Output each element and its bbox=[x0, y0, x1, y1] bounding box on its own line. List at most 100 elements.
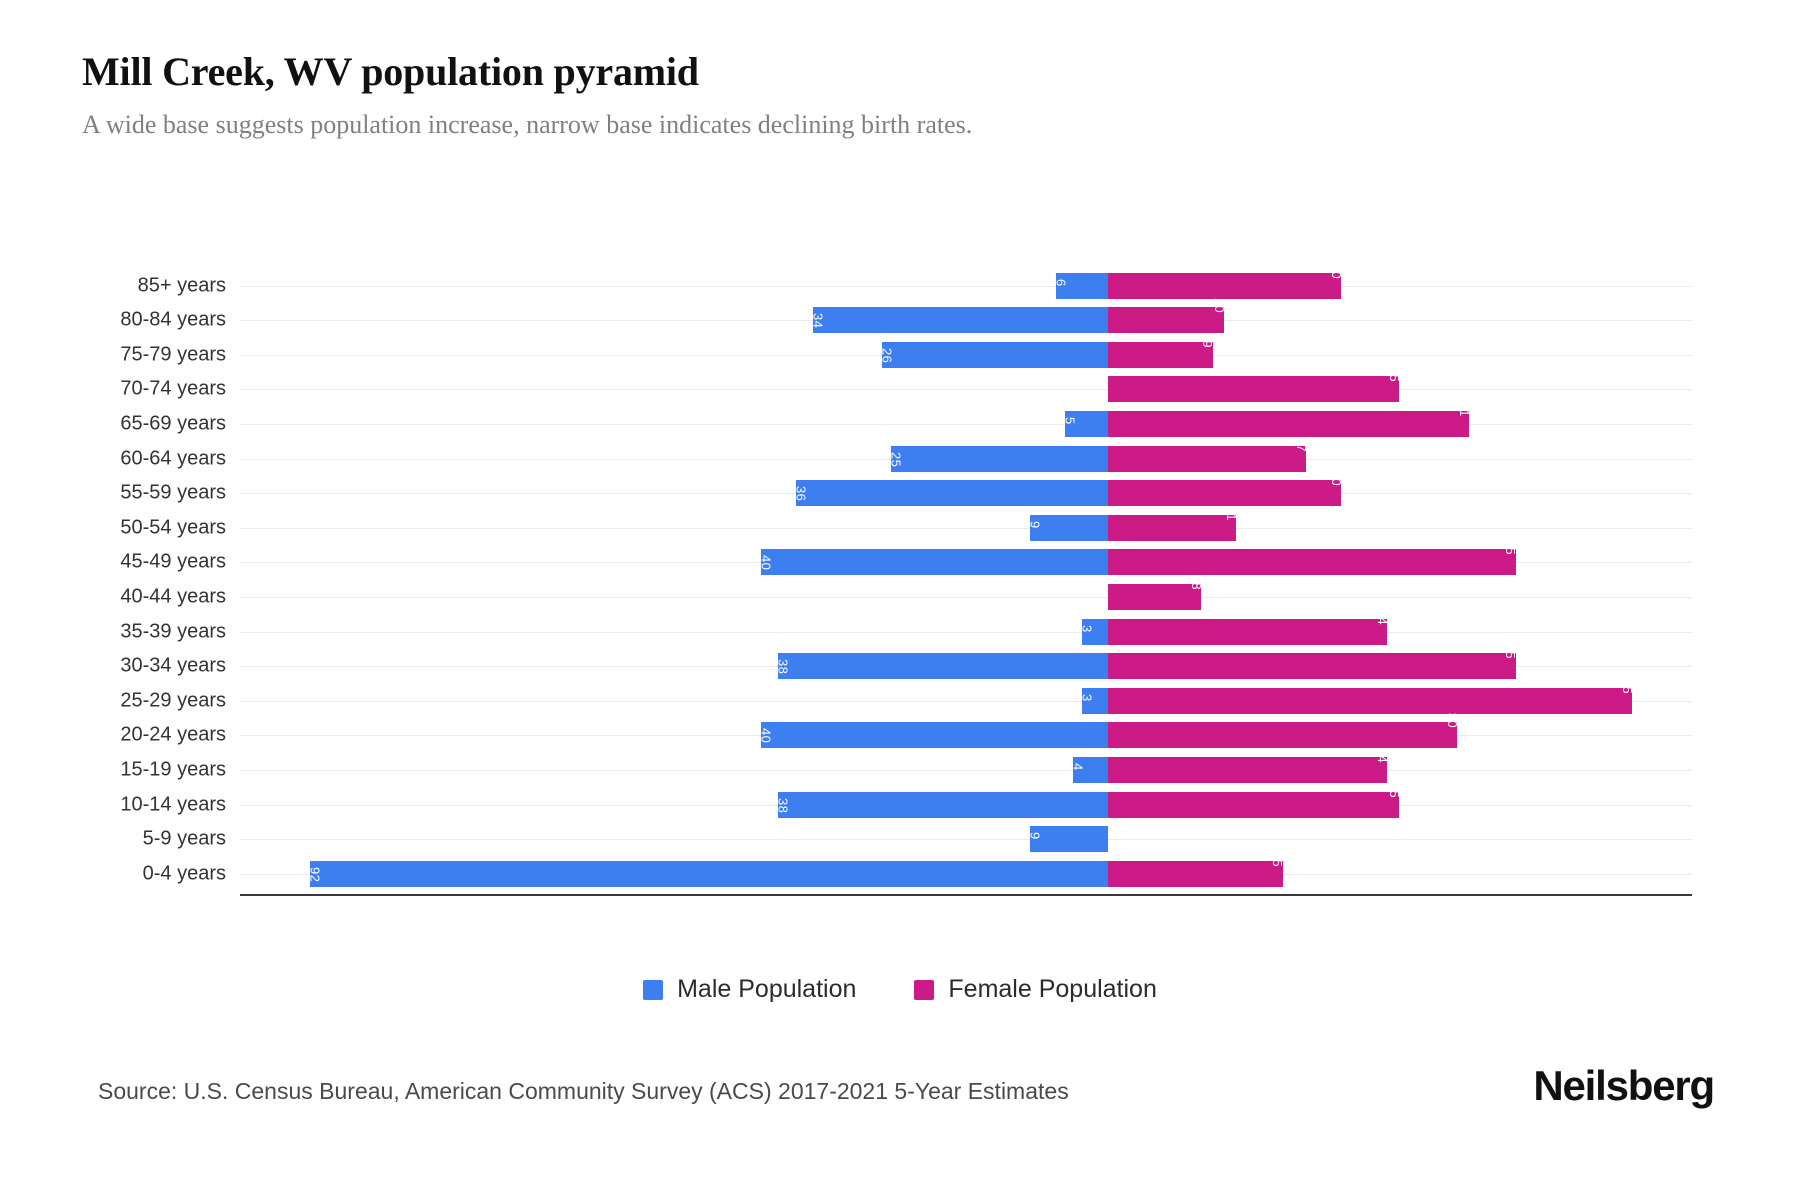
bar-female[interactable]: 31 bbox=[1108, 402, 1471, 437]
population-pyramid-chart: 85+ years 6 20 80-84 years 34 10 75-79 years 26… bbox=[82, 263, 1732, 918]
gridline bbox=[240, 285, 1692, 287]
x-axis-baseline bbox=[240, 894, 1692, 896]
bar-male[interactable]: 92 bbox=[307, 860, 1108, 887]
bar-male[interactable]: 6 bbox=[1053, 272, 1108, 299]
pyramid-row: 55-59 years 36 20 bbox=[120, 471, 1692, 511]
plot-area: 85+ years 6 20 80-84 years 34 10 75-79 years 26… bbox=[120, 263, 1692, 896]
chart-header: Mill Creek, WV population pyramid A wide… bbox=[82, 48, 1732, 142]
page-title: Mill Creek, WV population pyramid bbox=[82, 49, 699, 94]
y-axis-tick-label: 0-4 years bbox=[142, 862, 226, 885]
bar-value-female: 35 bbox=[1503, 540, 1519, 556]
y-axis-tick-label: 50-54 years bbox=[120, 516, 226, 539]
gridline bbox=[240, 839, 1692, 841]
bar-value-male: 6 bbox=[1053, 278, 1069, 287]
pyramid-row: 35-39 years 3 24 bbox=[120, 609, 1692, 649]
pyramid-row: 65-69 years 5 31 bbox=[120, 402, 1692, 441]
legend-item-male[interactable]: Male Population bbox=[643, 975, 856, 1004]
bar-female[interactable]: 24 bbox=[1108, 748, 1390, 783]
gridline bbox=[240, 700, 1692, 702]
legend-item-female[interactable]: Female Population bbox=[914, 975, 1157, 1004]
bar-value-male: 26 bbox=[879, 347, 895, 363]
bar-female[interactable]: 24 bbox=[1108, 609, 1390, 645]
bar-value-male: 4 bbox=[1070, 762, 1086, 771]
bar-value-female: 20 bbox=[1328, 470, 1344, 487]
bar-value-male: 9 bbox=[1027, 832, 1043, 840]
bar-value-male: 3 bbox=[1079, 624, 1095, 633]
pyramid-row: 45-49 years 40 35 bbox=[120, 540, 1692, 580]
pyramid-row: 5-9 years 9 bbox=[143, 822, 1692, 857]
bar-value-female: 11 bbox=[1223, 506, 1239, 521]
bar-male[interactable]: 4 bbox=[1070, 756, 1108, 783]
bar-male[interactable]: 9 bbox=[1027, 826, 1108, 853]
gridline bbox=[240, 769, 1692, 771]
bar-male[interactable]: 3 bbox=[1079, 618, 1108, 645]
bar-female[interactable]: 11 bbox=[1108, 506, 1239, 541]
bar-male[interactable]: 38 bbox=[775, 791, 1108, 818]
bar-female[interactable]: 10 bbox=[1108, 298, 1227, 334]
bar-male[interactable]: 40 bbox=[758, 722, 1108, 749]
y-axis-tick-label: 25-29 years bbox=[120, 689, 226, 712]
bar-female[interactable]: 25 bbox=[1108, 782, 1402, 818]
pyramid-row: 85+ years 6 20 bbox=[138, 263, 1692, 303]
y-axis-tick-label: 10-14 years bbox=[120, 793, 226, 815]
bar-female[interactable]: 25 bbox=[1108, 367, 1402, 403]
y-axis-tick-label: 75-79 years bbox=[120, 343, 226, 366]
gridline bbox=[240, 631, 1692, 633]
bar-value-male: 34 bbox=[810, 313, 826, 329]
y-axis-tick-label: 70-74 years bbox=[120, 377, 226, 400]
gridline bbox=[240, 423, 1692, 425]
y-axis-tick-label: 5-9 years bbox=[142, 827, 226, 850]
bar-male[interactable]: 34 bbox=[810, 307, 1108, 334]
bar-value-male: 40 bbox=[758, 728, 774, 744]
source-note: Source: U.S. Census Bureau, American Com… bbox=[98, 1078, 1069, 1104]
bar-value-female: 8 bbox=[1188, 582, 1204, 590]
bar-value-female: 25 bbox=[1386, 367, 1402, 383]
brand-logo: Neilsberg bbox=[1533, 1062, 1715, 1109]
legend-label-male: Male Population bbox=[677, 975, 857, 1003]
bar-female[interactable]: 20 bbox=[1108, 471, 1343, 507]
bar-female[interactable]: 20 bbox=[1108, 263, 1343, 299]
bar-female[interactable]: 9 bbox=[1108, 340, 1216, 368]
bar-value-male: 25 bbox=[888, 451, 904, 467]
bar-female[interactable]: 30 bbox=[1108, 713, 1460, 749]
bar-female[interactable]: 15 bbox=[1108, 851, 1285, 887]
y-axis-tick-label: 35-39 years bbox=[120, 620, 226, 642]
gridline bbox=[240, 596, 1692, 598]
bar-value-female: 31 bbox=[1456, 401, 1472, 417]
pyramid-row: 60-64 years 25 17 bbox=[120, 436, 1692, 476]
pyramid-row: 15-19 years 4 24 bbox=[120, 748, 1692, 787]
bar-value-male: 5 bbox=[1062, 416, 1078, 425]
y-axis-tick-label: 40-44 years bbox=[120, 585, 226, 608]
pyramid-row: 0-4 years 92 15 bbox=[143, 851, 1692, 891]
bar-female[interactable]: 45 bbox=[1108, 678, 1635, 714]
bar-male[interactable]: 40 bbox=[759, 549, 1108, 576]
bar-female[interactable]: 17 bbox=[1108, 436, 1308, 472]
pyramid-row: 20-24 years 40 30 bbox=[120, 713, 1692, 753]
bar-value-female: 15 bbox=[1270, 851, 1286, 867]
bar-male[interactable]: 9 bbox=[1027, 514, 1108, 541]
bar-value-female: 24 bbox=[1374, 747, 1390, 763]
bar-male[interactable]: 3 bbox=[1079, 687, 1108, 714]
pyramid-row: 80-84 years 34 10 bbox=[120, 298, 1692, 338]
bar-value-female: 9 bbox=[1200, 340, 1216, 348]
bar-male[interactable]: 26 bbox=[879, 341, 1108, 368]
pyramid-row: 75-79 years 26 9 bbox=[120, 337, 1692, 372]
bar-value-male: 92 bbox=[307, 866, 323, 882]
bar-male[interactable]: 38 bbox=[775, 653, 1108, 680]
bar-male[interactable]: 5 bbox=[1062, 410, 1108, 437]
bar-male[interactable]: 36 bbox=[793, 480, 1108, 507]
bar-value-male: 38 bbox=[775, 659, 791, 675]
pyramid-row: 10-14 years 38 25 bbox=[120, 782, 1692, 822]
bar-value-male: 38 bbox=[775, 797, 791, 813]
bar-male[interactable]: 25 bbox=[888, 445, 1108, 472]
bar-female[interactable]: 35 bbox=[1108, 644, 1518, 680]
male-color-swatch bbox=[643, 979, 664, 1000]
bar-value-female: 17 bbox=[1293, 436, 1309, 452]
pyramid-row: 25-29 years 3 45 bbox=[120, 678, 1692, 718]
bar-female[interactable]: 35 bbox=[1108, 540, 1518, 576]
pyramid-row: 50-54 years 9 11 bbox=[120, 506, 1692, 545]
female-color-swatch bbox=[914, 979, 935, 1000]
bar-female[interactable]: 8 bbox=[1108, 582, 1204, 610]
y-axis-tick-label: 55-59 years bbox=[120, 481, 226, 504]
y-axis-tick-label: 60-64 years bbox=[120, 447, 226, 469]
